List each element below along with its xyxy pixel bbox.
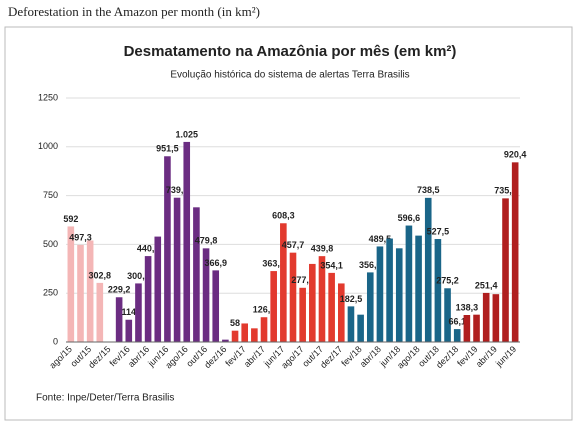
value-label: 126,9: [253, 305, 276, 315]
value-label: 951,5: [156, 144, 179, 154]
value-label: 356,6: [359, 260, 382, 270]
y-tick-label: 1000: [38, 141, 58, 151]
bar: [77, 244, 84, 342]
bar: [222, 339, 229, 342]
bar: [434, 239, 442, 342]
bar: [125, 319, 133, 342]
bar: [280, 223, 287, 342]
bar: [251, 328, 258, 342]
bar: [135, 283, 142, 342]
bar: [318, 256, 326, 342]
bar: [231, 330, 239, 342]
bar: [415, 235, 422, 342]
bar: [328, 272, 335, 342]
value-label: 182,5: [340, 294, 363, 304]
value-label: 439,8: [311, 244, 334, 254]
bar: [289, 252, 297, 342]
bar: [511, 162, 519, 342]
value-label: 739,2: [166, 185, 189, 195]
y-tick-label: 0: [53, 336, 58, 346]
bar: [357, 314, 364, 342]
value-label: 300,1: [127, 271, 150, 281]
value-label: 440,1: [137, 243, 160, 253]
value-label: 497,3: [69, 232, 92, 242]
bar: [212, 270, 220, 342]
value-label: 1.025: [175, 129, 198, 139]
source: Fonte: Inpe/Deter/Terra Brasilis: [36, 393, 174, 404]
bar: [183, 141, 191, 342]
bar: [96, 282, 104, 342]
bar: [154, 236, 162, 342]
value-label: 229,2: [108, 285, 131, 295]
bar: [502, 198, 509, 342]
value-label: 738,5: [417, 185, 440, 195]
value-label: 457,7: [282, 240, 305, 250]
value-label: 58: [230, 318, 240, 328]
bar: [144, 256, 152, 342]
bar: [386, 238, 393, 342]
bar: [309, 263, 316, 342]
bar: [164, 156, 171, 342]
bar: [453, 329, 461, 342]
value-label: 527,5: [427, 226, 450, 236]
bar: [492, 294, 500, 342]
bar: [260, 317, 268, 342]
value-label: 592: [63, 214, 78, 224]
bar: [376, 246, 384, 342]
bar: [115, 297, 123, 342]
value-label: 277,7: [291, 275, 314, 285]
bar: [463, 315, 471, 342]
value-label: 596,6: [398, 213, 421, 223]
bar: [405, 225, 413, 342]
bar: [270, 271, 277, 342]
bar: [395, 248, 403, 342]
y-tick-label: 1250: [38, 92, 58, 102]
value-label: 114: [122, 307, 137, 317]
bar: [86, 240, 94, 342]
y-tick-label: 750: [43, 190, 58, 200]
bar: [366, 272, 374, 342]
bar: [473, 314, 480, 342]
bar: [337, 283, 345, 342]
bar: [202, 248, 210, 342]
y-tick-label: 250: [43, 288, 58, 298]
value-label: 275,2: [436, 276, 459, 286]
value-label: 138,3: [456, 302, 479, 312]
bar: [347, 306, 355, 342]
chart-title: Desmatamento na Amazônia por mês (em km²…: [124, 43, 457, 60]
bar: [173, 197, 181, 342]
bar: [241, 323, 249, 342]
bar: [482, 292, 490, 342]
value-label: 302,8: [89, 270, 112, 280]
value-label: 251,4: [475, 280, 498, 290]
bar: [444, 288, 451, 342]
value-label: 489,5: [369, 234, 392, 244]
bar: [67, 226, 75, 342]
bar: [299, 287, 306, 342]
frame: [4, 26, 573, 421]
value-label: 479,8: [195, 236, 218, 246]
value-label: 66,1: [448, 316, 466, 326]
value-label: 608,3: [272, 211, 295, 221]
bar: [424, 197, 432, 342]
value-label: 735,8: [494, 186, 517, 196]
value-label: 920,4: [504, 150, 527, 160]
value-label: 354,1: [320, 260, 343, 270]
page-title: Deforestation in the Amazon per month (i…: [8, 4, 260, 19]
bar: [193, 207, 200, 342]
value-label: 363,3: [262, 258, 285, 268]
y-tick-label: 500: [43, 239, 58, 249]
value-label: 366,9: [204, 258, 227, 268]
chart-subtitle: Evolução histórica do sistema de alertas…: [170, 70, 409, 81]
